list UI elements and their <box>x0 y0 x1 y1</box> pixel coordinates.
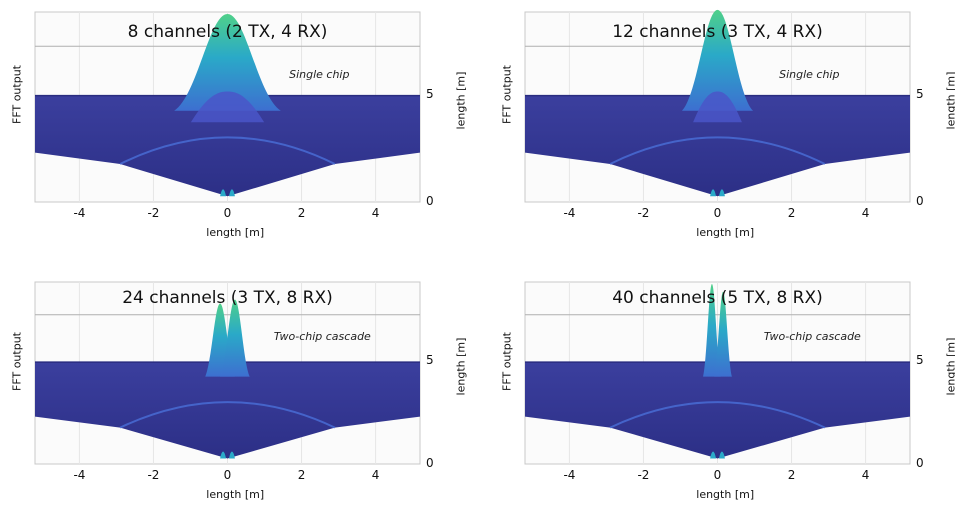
near-spike <box>718 189 725 197</box>
peak-body <box>693 91 742 123</box>
x-tick-label: 4 <box>861 206 870 220</box>
z-axis-label: FFT output <box>500 331 514 391</box>
x-axis-label: length [m] <box>206 488 265 501</box>
chart-plot-2 <box>524 9 911 203</box>
peak-1 <box>703 284 721 377</box>
chart-annotation: Two-chip cascade <box>273 330 371 343</box>
chart-annotation: Single chip <box>779 68 840 81</box>
y-axis-label: length [m] <box>944 71 955 130</box>
near-spike <box>220 189 227 197</box>
near-spike <box>710 451 717 459</box>
x-tick-label: 2 <box>787 468 796 482</box>
x-tick-label: 2 <box>297 206 306 220</box>
peak-body <box>190 91 265 123</box>
x-tick-label: 4 <box>371 468 380 482</box>
y-tick-label: 0 <box>426 456 434 470</box>
chart-title: 40 channels (5 TX, 8 RX) <box>612 288 823 308</box>
x-tick-label: 0 <box>223 206 232 220</box>
y-tick-label: 0 <box>426 194 434 208</box>
sidelobe-ring <box>119 401 336 429</box>
peak-2 <box>714 291 732 377</box>
near-spike <box>220 451 227 459</box>
sidelobe-ring <box>609 136 826 165</box>
y-tick-label: 0 <box>916 456 924 470</box>
chart-title: 12 channels (3 TX, 4 RX) <box>612 22 823 42</box>
surface-floor <box>35 362 420 459</box>
x-axis-label: length [m] <box>696 488 755 501</box>
y-tick-label: 0 <box>916 194 924 208</box>
x-tick-label: -4 <box>563 206 576 220</box>
near-spike <box>718 451 725 459</box>
x-tick-label: 2 <box>787 206 796 220</box>
chart-panel-1: 8 channels (2 TX, 4 RX) Single chip FFT ou… <box>11 11 468 239</box>
x-tick-label: -2 <box>147 468 160 482</box>
y-tick-label: 5 <box>426 86 434 101</box>
x-tick-label: -2 <box>147 206 160 220</box>
chart-title: 24 channels (3 TX, 8 RX) <box>122 288 333 308</box>
x-tick-label: 4 <box>371 206 380 220</box>
near-spike <box>228 189 235 197</box>
surface-floor <box>525 362 910 459</box>
peak-1 <box>174 14 281 111</box>
x-tick-label: -2 <box>637 206 650 220</box>
x-tick-label: 2 <box>297 468 306 482</box>
x-tick-label: -2 <box>637 468 650 482</box>
chart-panel-4: 40 channels (5 TX, 8 RX) Two-chip cascade… <box>501 281 955 501</box>
chart-plot-3 <box>34 281 421 465</box>
chart-panel-3: 24 channels (3 TX, 8 RX) Two-chip cascade… <box>11 281 468 501</box>
x-axis-label: length [m] <box>696 226 755 239</box>
x-tick-label: -4 <box>73 468 86 482</box>
z-axis-label: FFT output <box>10 331 24 391</box>
y-axis-label: length [m] <box>454 71 468 130</box>
y-tick-label: 5 <box>916 353 924 368</box>
chart-plot-4 <box>524 281 911 465</box>
y-tick-label: 5 <box>916 86 924 101</box>
x-tick-label: 4 <box>861 468 870 482</box>
x-tick-label: 0 <box>713 206 722 220</box>
sidelobe-ring <box>609 401 826 429</box>
peak-2 <box>220 299 250 377</box>
x-tick-label: -4 <box>563 468 576 482</box>
chart-panel-2: 12 channels (3 TX, 4 RX) Single chip FFT o… <box>501 9 955 239</box>
sidelobe-ring <box>119 136 336 165</box>
x-axis-label: length [m] <box>206 226 265 239</box>
chart-plot-1 <box>34 11 421 203</box>
x-tick-label: 0 <box>713 468 722 482</box>
z-axis-label: FFT output <box>10 65 24 124</box>
z-axis-label: FFT output <box>500 65 514 124</box>
y-axis-label: length [m] <box>944 337 955 396</box>
chart-title: 8 channels (2 TX, 4 RX) <box>127 22 328 42</box>
x-tick-label: -4 <box>73 206 86 220</box>
surface-floor <box>35 95 420 197</box>
chart-annotation: Two-chip cascade <box>763 330 861 343</box>
chart-annotation: Single chip <box>289 68 350 81</box>
x-tick-label: 0 <box>223 468 232 482</box>
near-spike <box>710 189 717 197</box>
peak-1 <box>681 9 754 111</box>
surface-floor <box>525 95 910 197</box>
y-axis-label: length [m] <box>454 337 468 396</box>
near-spike <box>228 451 235 459</box>
y-tick-label: 5 <box>426 353 434 368</box>
